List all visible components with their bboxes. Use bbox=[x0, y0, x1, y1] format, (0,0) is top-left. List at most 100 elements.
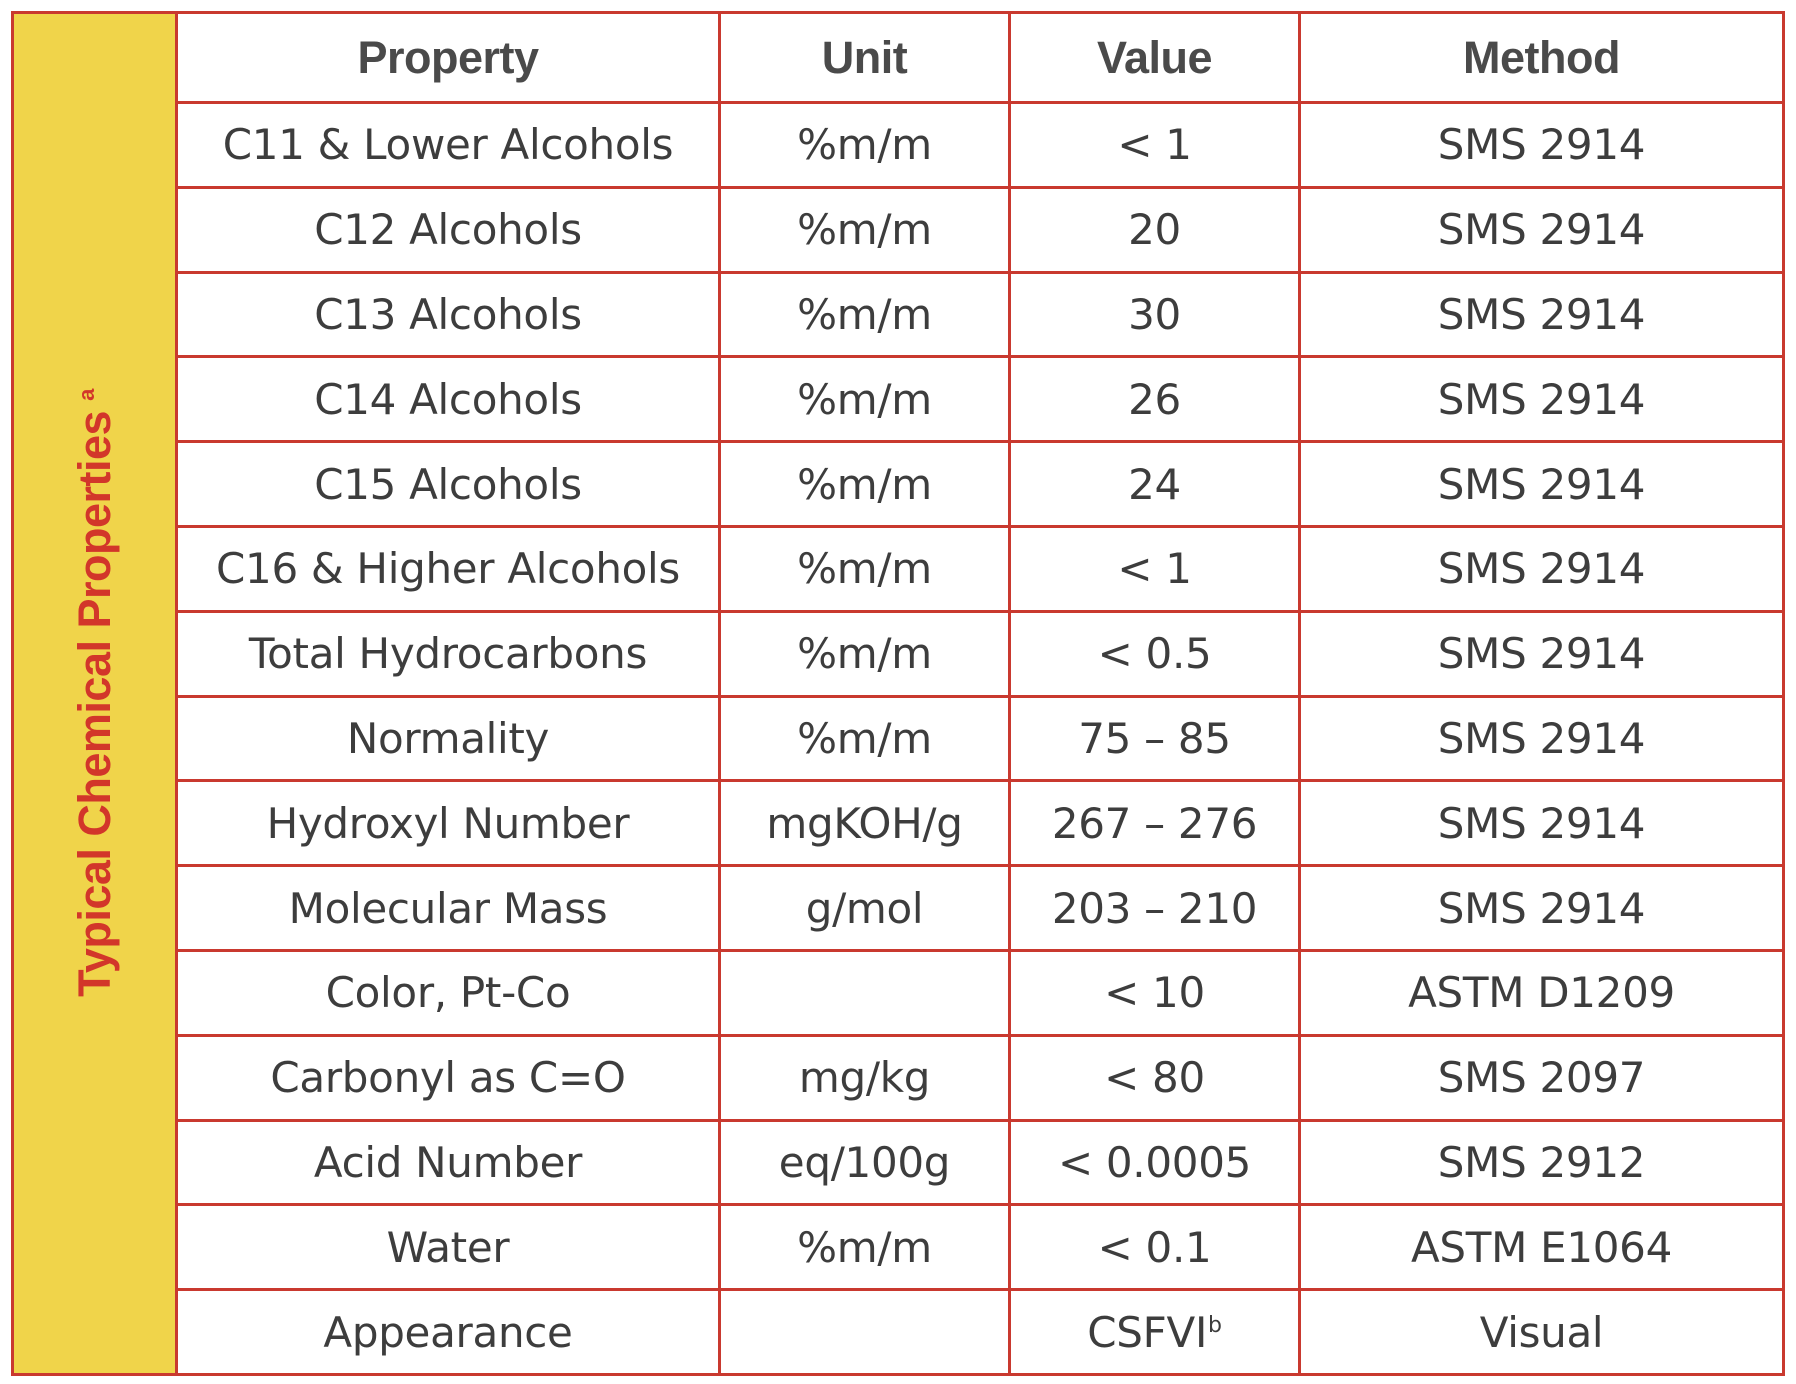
method-cell-text: ASTM D1209 bbox=[1408, 968, 1675, 1018]
method-cell: SMS 2914 bbox=[1298, 524, 1785, 613]
property-cell-text: C11 & Lower Alcohols bbox=[222, 120, 674, 170]
value-cell: < 0.1 bbox=[1008, 1203, 1301, 1292]
unit-cell bbox=[718, 948, 1011, 1037]
property-cell: Water bbox=[175, 1203, 721, 1292]
unit-cell: %m/m bbox=[718, 185, 1011, 274]
property-cell: Total Hydrocarbons bbox=[175, 609, 721, 698]
property-cell: Hydroxyl Number bbox=[175, 779, 721, 868]
value-cell: < 1 bbox=[1008, 101, 1301, 189]
unit-cell: %m/m bbox=[718, 524, 1011, 613]
unit-cell-text: %m/m bbox=[797, 374, 932, 424]
value-cell-text: 30 bbox=[1128, 289, 1181, 339]
value-cell: 267 – 276 bbox=[1008, 779, 1301, 868]
method-cell-text: SMS 2914 bbox=[1437, 544, 1646, 594]
unit-cell-text: eq/100g bbox=[778, 1137, 951, 1187]
header-property: Property bbox=[175, 11, 721, 104]
unit-cell: %m/m bbox=[718, 270, 1011, 359]
property-cell-text: C12 Alcohols bbox=[314, 205, 582, 255]
table-row: Normality %m/m 75 – 85 SMS 2914 bbox=[13, 694, 1785, 783]
side-title-footnote: a bbox=[73, 389, 99, 402]
chemical-properties-table: Typical Chemical Properties a Property Un… bbox=[11, 11, 1785, 1376]
side-title-text: Typical Chemical Properties bbox=[68, 411, 120, 998]
table-row: C15 Alcohols %m/m 24 SMS 2914 bbox=[13, 440, 1785, 528]
property-cell-text: C15 Alcohols bbox=[314, 459, 582, 509]
table-row: Total Hydrocarbons %m/m < 0.5 SMS 2914 bbox=[13, 609, 1785, 698]
method-cell: SMS 2912 bbox=[1298, 1118, 1785, 1207]
unit-cell-text: %m/m bbox=[797, 544, 932, 594]
method-cell-text: SMS 2914 bbox=[1437, 798, 1646, 848]
unit-cell-text: %m/m bbox=[797, 1222, 932, 1272]
unit-cell-text: g/mol bbox=[805, 883, 924, 933]
property-cell: C11 & Lower Alcohols bbox=[175, 101, 721, 189]
unit-cell: mgKOH/g bbox=[718, 779, 1011, 868]
method-cell: SMS 2914 bbox=[1298, 185, 1785, 274]
header-method: Method bbox=[1298, 11, 1785, 104]
method-cell-text: SMS 2914 bbox=[1437, 120, 1646, 170]
table-row: Appearance CSFVIb Visual bbox=[13, 1288, 1785, 1376]
unit-cell-text: %m/m bbox=[797, 459, 932, 509]
method-cell: SMS 2914 bbox=[1298, 355, 1785, 444]
property-cell: C14 Alcohols bbox=[175, 355, 721, 444]
unit-cell-text: %m/m bbox=[797, 120, 932, 170]
table-row: Molecular Mass g/mol 203 – 210 SMS 2914 bbox=[13, 864, 1785, 952]
value-cell: 30 bbox=[1008, 270, 1301, 359]
property-cell-text: Molecular Mass bbox=[288, 883, 608, 933]
property-cell: C16 & Higher Alcohols bbox=[175, 524, 721, 613]
unit-cell-text: %m/m bbox=[797, 629, 932, 679]
unit-cell-text: mgKOH/g bbox=[766, 798, 963, 848]
value-cell: 20 bbox=[1008, 185, 1301, 274]
value-cell-text: < 10 bbox=[1104, 968, 1205, 1018]
unit-cell: mg/kg bbox=[718, 1033, 1011, 1122]
unit-cell: %m/m bbox=[718, 694, 1011, 783]
unit-cell: g/mol bbox=[718, 864, 1011, 952]
unit-cell-text: %m/m bbox=[797, 713, 932, 763]
side-title: Typical Chemical Properties a bbox=[69, 390, 121, 998]
side-title-panel: Typical Chemical Properties a bbox=[11, 11, 178, 1376]
value-cell-text: < 1 bbox=[1117, 544, 1192, 594]
property-cell-text: Appearance bbox=[323, 1307, 573, 1357]
property-cell-text: C14 Alcohols bbox=[314, 374, 582, 424]
method-cell-text: SMS 2912 bbox=[1437, 1137, 1646, 1187]
unit-cell: %m/m bbox=[718, 101, 1011, 189]
property-cell-text: Acid Number bbox=[313, 1137, 583, 1187]
method-cell-text: Visual bbox=[1479, 1307, 1604, 1357]
method-cell-text: SMS 2914 bbox=[1437, 205, 1646, 255]
table-row: Acid Number eq/100g < 0.0005 SMS 2912 bbox=[13, 1118, 1785, 1207]
property-cell: Normality bbox=[175, 694, 721, 783]
property-cell-text: Hydroxyl Number bbox=[266, 798, 630, 848]
unit-cell-text: %m/m bbox=[797, 289, 932, 339]
table-row: Water %m/m < 0.1 ASTM E1064 bbox=[13, 1203, 1785, 1292]
property-cell: C13 Alcohols bbox=[175, 270, 721, 359]
unit-cell: %m/m bbox=[718, 609, 1011, 698]
value-cell: < 10 bbox=[1008, 948, 1301, 1037]
unit-cell: %m/m bbox=[718, 355, 1011, 444]
value-cell-text: 267 – 276 bbox=[1051, 798, 1258, 848]
table-row: C12 Alcohols %m/m 20 SMS 2914 bbox=[13, 185, 1785, 274]
value-cell: < 80 bbox=[1008, 1033, 1301, 1122]
value-footnote: b bbox=[1208, 1312, 1222, 1338]
header-value: Value bbox=[1008, 11, 1301, 104]
unit-cell-text: %m/m bbox=[797, 205, 932, 255]
method-cell-text: SMS 2097 bbox=[1437, 1053, 1646, 1103]
method-cell-text: SMS 2914 bbox=[1437, 374, 1646, 424]
unit-cell: %m/m bbox=[718, 440, 1011, 528]
value-cell: < 0.5 bbox=[1008, 609, 1301, 698]
value-cell: 24 bbox=[1008, 440, 1301, 528]
unit-cell: %m/m bbox=[718, 1203, 1011, 1292]
table-row: Carbonyl as C=O mg/kg < 80 SMS 2097 bbox=[13, 1033, 1785, 1122]
method-cell: ASTM D1209 bbox=[1298, 948, 1785, 1037]
table-row: C14 Alcohols %m/m 26 SMS 2914 bbox=[13, 355, 1785, 444]
unit-cell-text: mg/kg bbox=[798, 1053, 931, 1103]
value-cell-text: 75 – 85 bbox=[1078, 713, 1231, 763]
value-cell-text: < 0.1 bbox=[1097, 1222, 1212, 1272]
method-cell: SMS 2914 bbox=[1298, 270, 1785, 359]
property-cell-text: Color, Pt-Co bbox=[325, 968, 571, 1018]
value-cell: 203 – 210 bbox=[1008, 864, 1301, 952]
value-cell-text: CSFVI bbox=[1087, 1307, 1208, 1357]
table-row: Hydroxyl Number mgKOH/g 267 – 276 SMS 2914 bbox=[13, 779, 1785, 868]
method-cell: SMS 2914 bbox=[1298, 609, 1785, 698]
method-cell-text: SMS 2914 bbox=[1437, 883, 1646, 933]
method-cell-text: SMS 2914 bbox=[1437, 459, 1646, 509]
method-cell: SMS 2097 bbox=[1298, 1033, 1785, 1122]
